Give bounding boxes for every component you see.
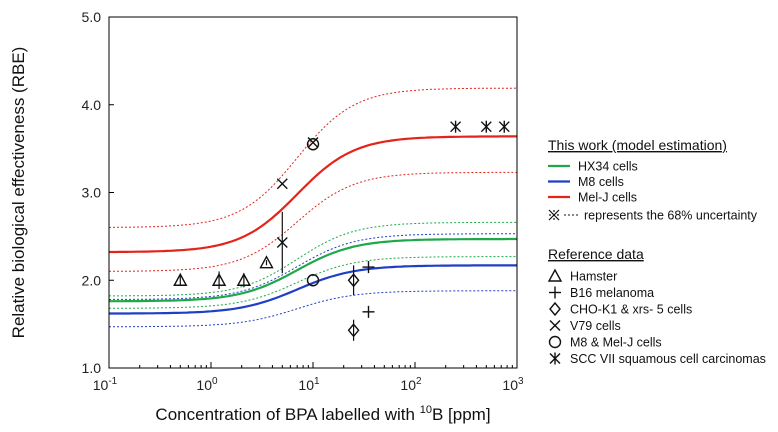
- y-tick-label: 5.0: [82, 9, 102, 25]
- diamond-shape: [347, 323, 360, 338]
- data-point-plus: [362, 261, 375, 274]
- plot-frame: [108, 16, 518, 369]
- legend-marker-plus: [549, 286, 561, 299]
- data-point-triangle: [173, 272, 188, 286]
- y-tick-label: 4.0: [82, 97, 102, 113]
- y-axis-title: Relative biological effectiveness (RBE): [9, 47, 28, 339]
- circle-shape: [306, 274, 320, 287]
- x-tick-label: 102: [400, 376, 422, 393]
- unc-dot: [553, 218, 555, 220]
- legend-reference-label: M8 & Mel-J cells: [570, 336, 662, 350]
- legend: This work (model estimation)HX34 cellsM8…: [547, 137, 766, 366]
- m8-cells-upper-uncertainty: [108, 233, 517, 300]
- legend-marker-cross: [549, 320, 561, 331]
- plot-area: [108, 87, 518, 341]
- unc-dot: [553, 210, 555, 212]
- triangle-shape: [547, 268, 563, 282]
- m8-cells-lower-uncertainty: [109, 290, 517, 328]
- legend-uncertainty-label: represents the 68% uncertainty: [584, 209, 758, 223]
- legend-reference-label: SCC VII squamous cell carcinomas: [570, 352, 766, 366]
- data-point-circle: [306, 274, 320, 287]
- unc-b: [548, 209, 560, 221]
- unc-dot: [549, 214, 551, 216]
- y-tick-label: 3.0: [82, 185, 102, 201]
- x-tick-label: 103: [502, 376, 524, 393]
- cross-b: [276, 178, 288, 190]
- legend-reference-label: CHO-K1 & xrs- 5 cells: [570, 303, 692, 317]
- hx34-cells-lower-uncertainty: [108, 256, 517, 309]
- data-point-triangle: [259, 255, 274, 269]
- data-point-cross: [276, 237, 288, 249]
- data-point-diamond: [347, 323, 360, 338]
- mel-j-cells-lower-uncertainty: [109, 171, 517, 272]
- data-point-asterisk: [498, 120, 510, 133]
- unc-dot: [557, 214, 559, 216]
- hx34-cells-upper-uncertainty: [109, 221, 517, 297]
- circle-shape: [306, 138, 320, 151]
- triangle-shape: [173, 272, 188, 286]
- data-point-asterisk: [450, 120, 462, 133]
- mel-j-cells-upper-uncertainty: [109, 87, 518, 228]
- triangle-shape: [211, 272, 227, 286]
- data-point-triangle: [236, 272, 252, 286]
- triangle-shape: [236, 272, 252, 286]
- legend-model-label: M8 cells: [578, 175, 624, 189]
- y-tick-label: 1.0: [82, 360, 102, 376]
- hx34-cells-curve: [109, 237, 517, 303]
- legend-marker-asterisk: [549, 352, 561, 365]
- legend-marker-triangle: [547, 268, 563, 282]
- legend-marker-circle: [548, 335, 562, 349]
- circle-shape: [548, 335, 562, 349]
- legend-model-label: Mel-J cells: [578, 191, 637, 205]
- mel-j-cells-curve: [109, 135, 517, 254]
- legend-reference-heading: Reference data: [548, 246, 644, 262]
- m8-cells-curve: [109, 264, 517, 315]
- data-point-diamond: [347, 273, 360, 288]
- x-tick-label: 10-1: [93, 376, 118, 393]
- cross-b: [276, 237, 288, 249]
- x-tick-label: 100: [196, 376, 218, 393]
- y-tick-label: 2.0: [82, 272, 102, 288]
- legend-model-heading: This work (model estimation): [548, 137, 727, 153]
- triangle-shape: [259, 255, 274, 269]
- data-point-cross: [276, 178, 288, 190]
- legend-reference-label: B16 melanoma: [570, 286, 654, 300]
- legend-model-label: HX34 cells: [578, 160, 638, 174]
- axes: 1.0 2.0 3.0 4.0 5.0 10-1 100 101 102 103 Concentra…: [9, 9, 524, 424]
- data-point-asterisk: [480, 120, 492, 133]
- legend-uncertainty-symbol: [548, 209, 560, 221]
- legend-marker-diamond: [549, 301, 561, 317]
- x-axis-title: Concentration of BPA labelled with 10B […: [155, 404, 490, 424]
- data-point-triangle: [211, 272, 227, 286]
- diamond-shape: [347, 273, 360, 288]
- legend-reference-label: V79 cells: [570, 319, 621, 333]
- legend-reference-label: Hamster: [570, 270, 617, 284]
- diamond-shape: [549, 301, 561, 317]
- data-point-circle: [306, 138, 320, 151]
- cross-b: [549, 320, 561, 331]
- x-tick-label: 101: [298, 376, 320, 393]
- data-point-plus: [362, 305, 375, 318]
